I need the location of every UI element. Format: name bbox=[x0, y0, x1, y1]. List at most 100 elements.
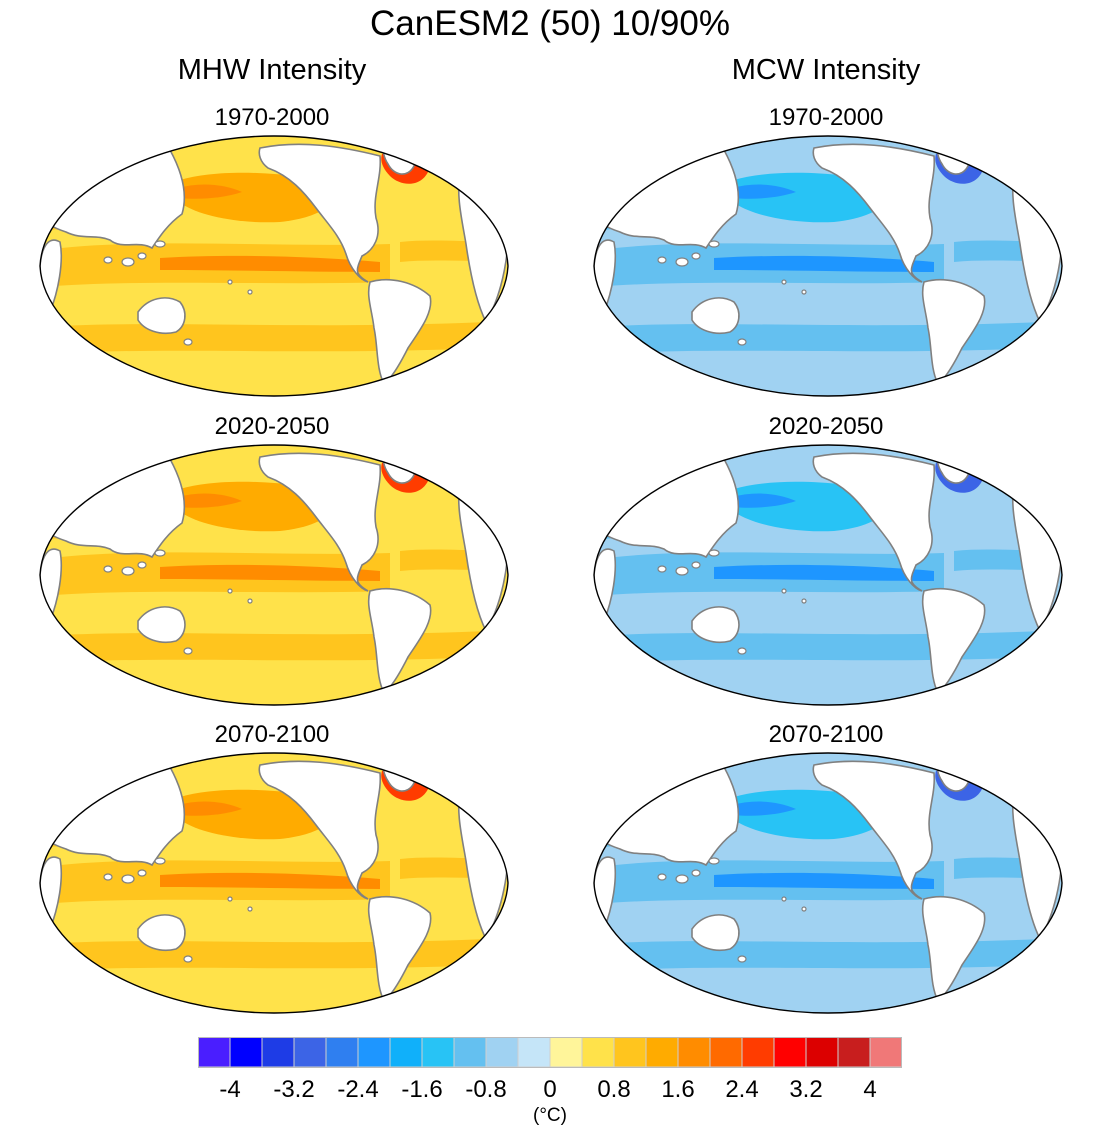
colorbar-bin bbox=[389, 1037, 423, 1068]
panel-title-mcw-1970-2000: 1970-2000 bbox=[768, 104, 884, 131]
land-mass bbox=[921, 587, 986, 695]
arctic-edge bbox=[624, 445, 694, 461]
map-outline bbox=[39, 752, 509, 1014]
island bbox=[675, 566, 689, 576]
southern-band bbox=[594, 320, 1062, 356]
kuroshio-extension bbox=[732, 493, 796, 508]
island bbox=[121, 566, 135, 576]
colorbar-bin bbox=[869, 1037, 902, 1068]
island bbox=[657, 256, 667, 264]
island bbox=[183, 955, 193, 963]
island bbox=[183, 647, 193, 655]
island bbox=[781, 588, 787, 594]
island bbox=[247, 598, 253, 604]
equatorial-tongue bbox=[160, 255, 380, 272]
land-mass bbox=[137, 606, 186, 644]
map-outline bbox=[593, 135, 1063, 397]
land-mass bbox=[812, 760, 936, 900]
colorbar-bin bbox=[645, 1037, 679, 1068]
figure-title: CanESM2 (50) 10/90% bbox=[370, 4, 730, 43]
island bbox=[103, 565, 113, 573]
colorbar-units: (°C) bbox=[533, 1105, 567, 1126]
land-mass bbox=[691, 914, 740, 952]
land-mass bbox=[812, 143, 936, 283]
kuroshio-extension bbox=[178, 184, 242, 199]
arctic-edge bbox=[624, 753, 694, 769]
colorbar-bin bbox=[357, 1037, 391, 1068]
arctic-edge bbox=[70, 753, 140, 769]
ocean-field bbox=[40, 753, 508, 1013]
southern-band bbox=[594, 629, 1062, 665]
island bbox=[103, 256, 113, 264]
ocean-field bbox=[594, 136, 1062, 396]
colorbar-bin bbox=[709, 1037, 743, 1068]
panel-title-mhw-1970-2000: 1970-2000 bbox=[214, 104, 330, 131]
island bbox=[154, 549, 166, 557]
arctic-edge bbox=[70, 445, 140, 461]
island bbox=[781, 896, 787, 902]
island bbox=[801, 906, 807, 912]
island bbox=[691, 252, 701, 260]
equatorial-tongue bbox=[714, 255, 934, 272]
colorbar-bin bbox=[741, 1037, 775, 1068]
colorbar-bin bbox=[549, 1037, 583, 1068]
island bbox=[154, 240, 166, 248]
southern-band bbox=[40, 937, 508, 973]
ocean-field bbox=[594, 445, 1062, 705]
colorbar-bin bbox=[837, 1037, 871, 1068]
island bbox=[227, 896, 233, 902]
map-mcw-1970-2000 bbox=[593, 135, 1063, 397]
island bbox=[137, 561, 147, 569]
island bbox=[121, 257, 135, 267]
colorbar-tick-label: 3.2 bbox=[789, 1076, 823, 1103]
colorbar-bin bbox=[421, 1037, 455, 1068]
kuroshio-extension bbox=[732, 801, 796, 816]
land-mass bbox=[367, 895, 432, 1003]
colorbar-tick-label: 2.4 bbox=[725, 1076, 759, 1103]
colorbar-bin bbox=[261, 1037, 295, 1068]
map-mcw-2070-2100 bbox=[593, 752, 1063, 1014]
land-mass bbox=[367, 278, 432, 386]
colorbar-tick-label: 0.8 bbox=[597, 1076, 631, 1103]
island bbox=[183, 338, 193, 346]
map-outline bbox=[39, 444, 509, 706]
map-mcw-2020-2050 bbox=[593, 444, 1063, 706]
colorbar-tick-label: 1.6 bbox=[661, 1076, 695, 1103]
island bbox=[137, 252, 147, 260]
colorbar-bin bbox=[517, 1037, 551, 1068]
island bbox=[737, 955, 747, 963]
land-mass bbox=[258, 760, 382, 900]
island bbox=[708, 857, 720, 865]
island bbox=[675, 874, 689, 884]
island bbox=[247, 289, 253, 295]
island bbox=[154, 857, 166, 865]
island bbox=[657, 873, 667, 881]
map-outline bbox=[593, 444, 1063, 706]
southern-band bbox=[40, 320, 508, 356]
island bbox=[657, 565, 667, 573]
island bbox=[691, 561, 701, 569]
panel-title-mcw-2070-2100: 2070-2100 bbox=[768, 721, 884, 748]
colorbar-tick-label: -1.6 bbox=[401, 1076, 443, 1103]
island bbox=[227, 588, 233, 594]
island bbox=[781, 279, 787, 285]
equatorial-tongue bbox=[714, 872, 934, 889]
island bbox=[691, 869, 701, 877]
land-mass bbox=[258, 452, 382, 592]
atlantic-band bbox=[400, 240, 508, 262]
southern-band bbox=[594, 937, 1062, 973]
colorbar-tick-label: -3.2 bbox=[273, 1076, 315, 1103]
map-outline bbox=[39, 135, 509, 397]
colorbar-bin bbox=[613, 1037, 647, 1068]
column-title-mhw: MHW Intensity bbox=[177, 54, 367, 86]
colorbar-bin bbox=[453, 1037, 487, 1068]
island bbox=[103, 873, 113, 881]
map-mhw-1970-2000 bbox=[39, 135, 509, 397]
land-mass bbox=[258, 143, 382, 283]
ocean-field bbox=[40, 445, 508, 705]
panel-title-mhw-2070-2100: 2070-2100 bbox=[214, 721, 330, 748]
atlantic-band bbox=[954, 857, 1062, 879]
equatorial-tongue bbox=[160, 564, 380, 581]
map-mhw-2070-2100 bbox=[39, 752, 509, 1014]
land-mass bbox=[921, 278, 986, 386]
